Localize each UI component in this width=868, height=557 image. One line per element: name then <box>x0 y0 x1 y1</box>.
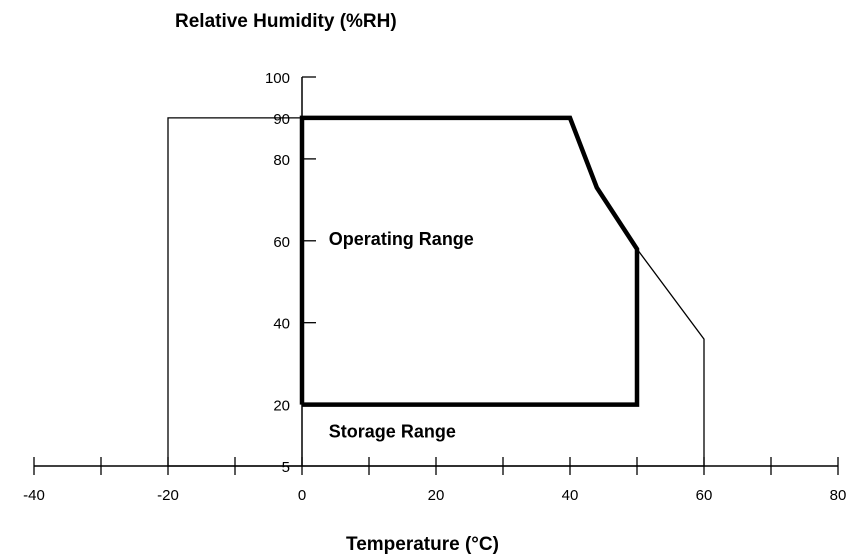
storage-layer <box>167 117 705 467</box>
y-tick-label: 60 <box>273 234 290 251</box>
y-tick-label: 100 <box>265 70 290 87</box>
y-tick-label: 90 <box>273 111 290 128</box>
operating-layer <box>299 115 640 407</box>
y-tick-label: 20 <box>273 398 290 415</box>
x-tick-label: 60 <box>696 487 713 504</box>
y-axis-label: Relative Humidity (%RH) <box>175 11 397 32</box>
y-tick-label: 40 <box>273 316 290 333</box>
x-tick-label: 40 <box>562 487 579 504</box>
operating-range-label: Operating Range <box>329 229 474 249</box>
y-tick-label: 80 <box>273 152 290 169</box>
x-tick-label: -40 <box>23 487 45 504</box>
y-tick-label: 5 <box>282 459 290 476</box>
x-tick-label: -20 <box>157 487 179 504</box>
x-axis-label: Temperature (°C) <box>346 534 499 555</box>
x-tick-label: 0 <box>298 487 306 504</box>
x-tick-label: 80 <box>830 487 847 504</box>
storage-range-label: Storage Range <box>329 421 456 441</box>
storage-range-outline <box>167 117 705 467</box>
operating-range-outline <box>299 115 640 407</box>
labels-layer: Operating Range Storage Range <box>329 229 474 441</box>
x-tick-label: 20 <box>428 487 445 504</box>
